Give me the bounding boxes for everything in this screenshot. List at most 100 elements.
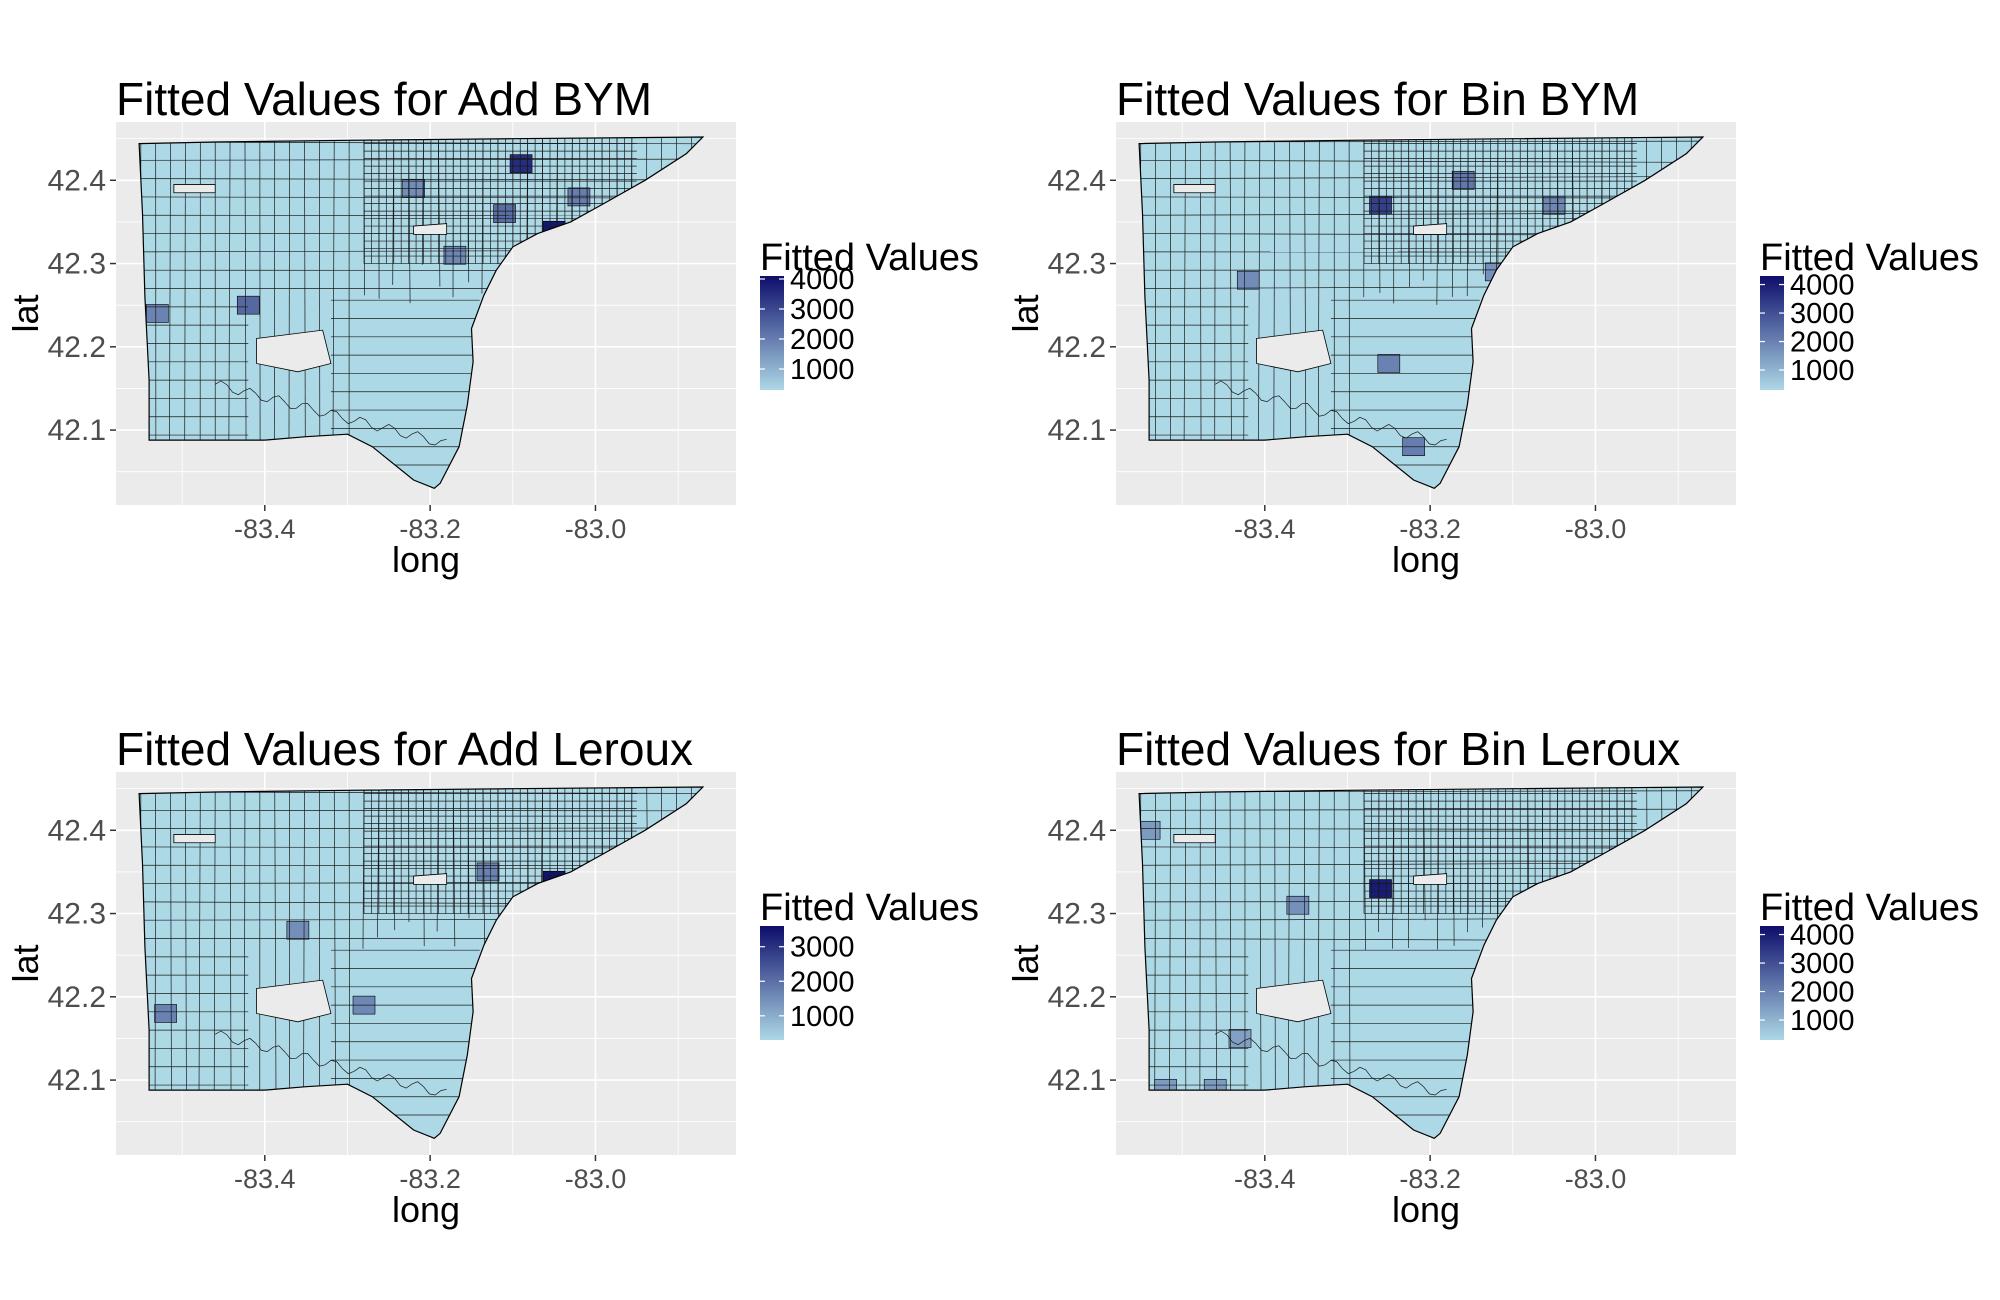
legend-tick-label: 4000 (790, 264, 855, 296)
map-panel-add-leroux: Fitted Values for Add Leroux -83.4 -83.2 -… (0, 650, 1000, 1300)
unmapped-area (1256, 979, 1332, 1023)
tract-highlight (146, 304, 169, 323)
legend-tick-label: 3000 (790, 932, 855, 964)
unmapped-area (256, 329, 332, 373)
tract-highlight (1286, 895, 1310, 915)
y-tick-label: 42.4 (1048, 164, 1106, 197)
legend-title: Fitted Values (760, 237, 979, 279)
legend-tick-label: 1000 (790, 1001, 855, 1033)
x-tick-label: -83.4 (234, 514, 296, 544)
legend-tick-label: 4000 (1790, 920, 1855, 952)
y-tick-label: 42.4 (48, 814, 106, 847)
unmapped-area (413, 873, 448, 885)
county-outline (138, 786, 705, 1139)
tract-highlight (1451, 170, 1475, 190)
tract-highlight (1369, 879, 1392, 898)
legend-tick-label: 3000 (790, 294, 855, 326)
x-axis-title: long (392, 539, 460, 580)
legend-title: Fitted Values (760, 887, 979, 929)
legend-tick-label: 3000 (1790, 948, 1855, 980)
tract-highlight (509, 154, 533, 173)
y-tick-label: 42.1 (1048, 414, 1106, 447)
tract-boundaries (1139, 137, 1703, 489)
unmapped-area (173, 184, 216, 194)
y-tick-label: 42.2 (1048, 981, 1106, 1014)
legend-colorbar (1760, 276, 1784, 390)
legend-colorbar (1760, 926, 1784, 1040)
x-tick-label: -83.4 (1234, 1164, 1296, 1194)
river-boundary (215, 1030, 447, 1096)
county-outline (1138, 786, 1705, 1139)
unmapped-area (256, 979, 332, 1023)
river-boundary (1215, 1030, 1447, 1096)
tract-highlight (1228, 1029, 1252, 1048)
map-svg: Fitted Values for Bin Leroux -83.4 -83.2 -… (1005, 723, 1979, 1230)
y-tick-label: 42.1 (48, 1064, 106, 1097)
tract-highlight (1236, 270, 1260, 290)
y-tick-label: 42.3 (48, 248, 106, 281)
x-tick-label: -83.2 (399, 514, 461, 544)
map-panel-bin-bym: Fitted Values for Bin BYM -83.4 -83.2 -83.… (1000, 0, 2000, 650)
unmapped-area (1256, 329, 1332, 373)
legend-tick-label: 4000 (1790, 270, 1855, 302)
x-tick-label: -83.0 (1565, 1164, 1627, 1194)
y-axis-title: lat (5, 294, 46, 332)
tract-mesh (1139, 137, 1703, 489)
legend-tick-label: 2000 (1790, 977, 1855, 1009)
legend-tick-label: 1000 (1790, 355, 1855, 387)
x-tick-label: -83.0 (565, 1164, 627, 1194)
river-boundary (1215, 380, 1447, 446)
county-outline (138, 136, 705, 489)
y-tick-label: 42.1 (1048, 1064, 1106, 1097)
tract-highlight (154, 1004, 177, 1023)
panel-title: Fitted Values for Bin BYM (1116, 73, 1639, 125)
legend-tick-label: 1000 (790, 354, 855, 386)
x-tick-label: -83.4 (234, 1164, 296, 1194)
tract-highlight (493, 204, 516, 223)
tract-highlight (567, 187, 591, 207)
panel-title: Fitted Values for Add Leroux (116, 723, 693, 775)
map-svg: Fitted Values for Bin BYM -83.4 -83.2 -83.… (1005, 73, 1979, 580)
tract-highlight (1139, 820, 1161, 840)
x-tick-label: -83.2 (399, 1164, 461, 1194)
y-tick-label: 42.2 (1048, 331, 1106, 364)
map-svg: Fitted Values for Add Leroux -83.4 -83.2 -… (5, 723, 979, 1230)
county-outline (1138, 136, 1705, 489)
x-tick-label: -83.2 (1399, 1164, 1461, 1194)
panel-title: Fitted Values for Add BYM (116, 73, 652, 125)
y-tick-label: 42.2 (48, 981, 106, 1014)
legend-tick-label: 2000 (790, 966, 855, 998)
map-svg: Fitted Values for Add BYM -83.4 -83.2 -83.… (5, 73, 979, 580)
y-tick-label: 42.2 (48, 331, 106, 364)
y-axis-title: lat (1005, 294, 1046, 332)
y-tick-label: 42.3 (48, 898, 106, 931)
map-panel-bin-leroux: Fitted Values for Bin Leroux -83.4 -83.2 -… (1000, 650, 2000, 1300)
tract-highlight (1542, 195, 1566, 215)
unmapped-area (173, 834, 216, 844)
unmapped-area (1173, 834, 1216, 844)
y-tick-label: 42.4 (48, 164, 106, 197)
tract-highlight (1369, 195, 1392, 215)
legend-tick-label: 3000 (1790, 298, 1855, 330)
legend-colorbar (760, 276, 784, 390)
y-tick-label: 42.4 (1048, 814, 1106, 847)
y-tick-label: 42.3 (1048, 248, 1106, 281)
x-axis-title: long (392, 1189, 460, 1230)
y-axis-title: lat (5, 944, 46, 982)
tract-highlight (1377, 354, 1401, 373)
y-tick-label: 42.3 (1048, 898, 1106, 931)
x-tick-label: -83.0 (1565, 514, 1627, 544)
y-tick-label: 42.1 (48, 414, 106, 447)
unmapped-area (1413, 873, 1448, 885)
tract-highlight (443, 245, 467, 265)
unmapped-area (1173, 184, 1216, 194)
unmapped-area (1413, 223, 1448, 235)
x-tick-label: -83.2 (1399, 514, 1461, 544)
river-boundary (215, 380, 447, 446)
tract-highlight (286, 920, 310, 940)
legend-tick-label: 2000 (790, 324, 855, 356)
x-axis-title: long (1392, 539, 1460, 580)
map-panel-add-bym: Fitted Values for Add BYM -83.4 -83.2 -83.… (0, 0, 1000, 650)
y-axis-title: lat (1005, 944, 1046, 982)
legend-tick-label: 2000 (1790, 327, 1855, 359)
